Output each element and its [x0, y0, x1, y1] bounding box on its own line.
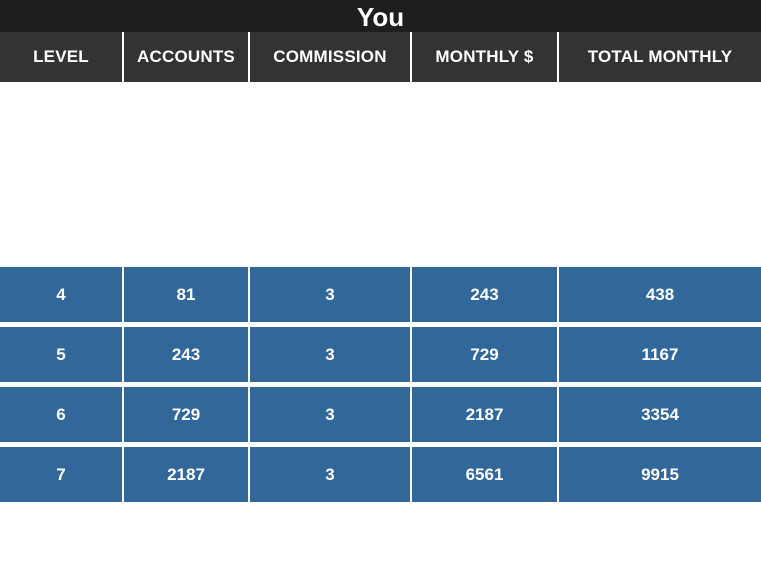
table-row: 7 2187 3 6561 9915	[0, 447, 761, 502]
cell-total-monthly: 3354	[557, 387, 761, 442]
column-header-commission: COMMISSION	[248, 32, 410, 82]
cell-level: 4	[56, 285, 66, 304]
table-row: 4 81 3 243 438	[0, 267, 761, 322]
cell-level: 5	[56, 345, 66, 364]
cell-total-monthly: 438	[557, 267, 761, 322]
column-header-monthly: MONTHLY $	[410, 32, 557, 82]
cell-accounts: 81	[122, 267, 248, 322]
cell-commission: 3	[248, 387, 410, 442]
column-header-total-monthly: TOTAL MONTHLY	[557, 32, 761, 82]
cell-accounts: 2187	[122, 447, 248, 502]
cell-commission: 3	[248, 267, 410, 322]
cell-level: 6	[56, 405, 66, 424]
cell-commission: 3	[248, 447, 410, 502]
cell-monthly: 2187	[410, 387, 557, 442]
table-title: You	[0, 0, 761, 32]
cell-total-monthly: 1167	[557, 327, 761, 382]
cell-monthly: 729	[410, 327, 557, 382]
cell-level: 7	[56, 465, 66, 484]
cell-monthly: 6561	[410, 447, 557, 502]
column-header-accounts: ACCOUNTS	[122, 32, 248, 82]
cell-monthly: 243	[410, 267, 557, 322]
table-header-row: LEVEL ACCOUNTS COMMISSION MONTHLY $ TOTA…	[0, 32, 761, 82]
cell-total-monthly: 9915	[557, 447, 761, 502]
column-header-level: LEVEL	[33, 47, 89, 66]
cell-accounts: 243	[122, 327, 248, 382]
table-row: 6 729 3 2187 3354	[0, 387, 761, 442]
table-row: 5 243 3 729 1167	[0, 327, 761, 382]
cell-accounts: 729	[122, 387, 248, 442]
cell-commission: 3	[248, 327, 410, 382]
